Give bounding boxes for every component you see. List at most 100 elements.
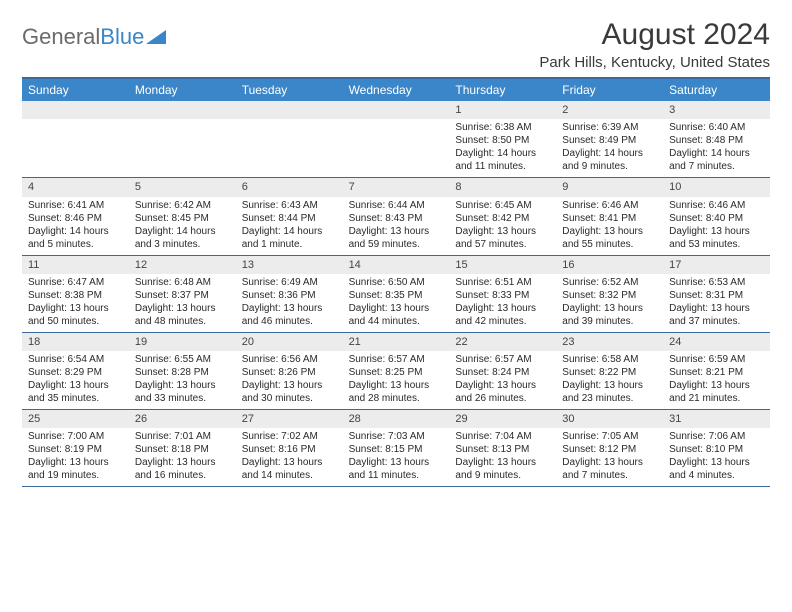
day-cell-body: Sunrise: 6:41 AMSunset: 8:46 PMDaylight:… bbox=[22, 197, 129, 255]
sunset-text: Sunset: 8:18 PM bbox=[135, 443, 230, 456]
daylight-text: Daylight: 13 hours and 42 minutes. bbox=[455, 302, 550, 328]
day-number: 14 bbox=[343, 256, 450, 274]
week-row: 25Sunrise: 7:00 AMSunset: 8:19 PMDayligh… bbox=[22, 410, 770, 487]
week-row: 1Sunrise: 6:38 AMSunset: 8:50 PMDaylight… bbox=[22, 101, 770, 178]
day-cell: 6Sunrise: 6:43 AMSunset: 8:44 PMDaylight… bbox=[236, 178, 343, 254]
day-cell-body: Sunrise: 6:38 AMSunset: 8:50 PMDaylight:… bbox=[449, 119, 556, 177]
daylight-text: Daylight: 13 hours and 50 minutes. bbox=[28, 302, 123, 328]
sunrise-text: Sunrise: 6:43 AM bbox=[242, 199, 337, 212]
day-cell-body: Sunrise: 6:52 AMSunset: 8:32 PMDaylight:… bbox=[556, 274, 663, 332]
week-row: 11Sunrise: 6:47 AMSunset: 8:38 PMDayligh… bbox=[22, 256, 770, 333]
sunset-text: Sunset: 8:16 PM bbox=[242, 443, 337, 456]
sunset-text: Sunset: 8:48 PM bbox=[669, 134, 764, 147]
sunset-text: Sunset: 8:35 PM bbox=[349, 289, 444, 302]
sunset-text: Sunset: 8:24 PM bbox=[455, 366, 550, 379]
day-cell bbox=[343, 101, 450, 177]
day-cell-body: Sunrise: 6:51 AMSunset: 8:33 PMDaylight:… bbox=[449, 274, 556, 332]
day-cell-body: Sunrise: 7:01 AMSunset: 8:18 PMDaylight:… bbox=[129, 428, 236, 486]
day-cell: 3Sunrise: 6:40 AMSunset: 8:48 PMDaylight… bbox=[663, 101, 770, 177]
day-cell: 1Sunrise: 6:38 AMSunset: 8:50 PMDaylight… bbox=[449, 101, 556, 177]
day-cell: 17Sunrise: 6:53 AMSunset: 8:31 PMDayligh… bbox=[663, 256, 770, 332]
daylight-text: Daylight: 14 hours and 9 minutes. bbox=[562, 147, 657, 173]
sunrise-text: Sunrise: 6:48 AM bbox=[135, 276, 230, 289]
day-number: 31 bbox=[663, 410, 770, 428]
daylight-text: Daylight: 13 hours and 59 minutes. bbox=[349, 225, 444, 251]
day-cell: 2Sunrise: 6:39 AMSunset: 8:49 PMDaylight… bbox=[556, 101, 663, 177]
daylight-text: Daylight: 13 hours and 53 minutes. bbox=[669, 225, 764, 251]
logo-text-1: General bbox=[22, 24, 100, 50]
day-cell bbox=[22, 101, 129, 177]
day-number: 27 bbox=[236, 410, 343, 428]
day-header-cell: Thursday bbox=[449, 79, 556, 101]
sunset-text: Sunset: 8:26 PM bbox=[242, 366, 337, 379]
day-number: 7 bbox=[343, 178, 450, 196]
day-cell-body: Sunrise: 6:57 AMSunset: 8:25 PMDaylight:… bbox=[343, 351, 450, 409]
daylight-text: Daylight: 13 hours and 37 minutes. bbox=[669, 302, 764, 328]
day-cell: 7 Sunrise: 6:44 AMSunset: 8:43 PMDaylight… bbox=[343, 178, 450, 254]
sunrise-text: Sunrise: 6:45 AM bbox=[455, 199, 550, 212]
sunrise-text: Sunrise: 6:58 AM bbox=[562, 353, 657, 366]
sunset-text: Sunset: 8:15 PM bbox=[349, 443, 444, 456]
logo: GeneralBlue bbox=[22, 18, 166, 50]
sunrise-text: Sunrise: 6:40 AM bbox=[669, 121, 764, 134]
day-cell: 9Sunrise: 6:46 AMSunset: 8:41 PMDaylight… bbox=[556, 178, 663, 254]
day-cell: 20Sunrise: 6:56 AMSunset: 8:26 PMDayligh… bbox=[236, 333, 343, 409]
day-cell-body: Sunrise: 6:56 AMSunset: 8:26 PMDaylight:… bbox=[236, 351, 343, 409]
day-cell-body: Sunrise: 6:58 AMSunset: 8:22 PMDaylight:… bbox=[556, 351, 663, 409]
day-cell-body: Sunrise: 7:02 AMSunset: 8:16 PMDaylight:… bbox=[236, 428, 343, 486]
daylight-text: Daylight: 13 hours and 9 minutes. bbox=[455, 456, 550, 482]
sunrise-text: Sunrise: 6:50 AM bbox=[349, 276, 444, 289]
sunrise-text: Sunrise: 6:39 AM bbox=[562, 121, 657, 134]
day-cell: 12Sunrise: 6:48 AMSunset: 8:37 PMDayligh… bbox=[129, 256, 236, 332]
day-number: 12 bbox=[129, 256, 236, 274]
day-cell: 13Sunrise: 6:49 AMSunset: 8:36 PMDayligh… bbox=[236, 256, 343, 332]
sunset-text: Sunset: 8:36 PM bbox=[242, 289, 337, 302]
day-cell-body: Sunrise: 6:45 AMSunset: 8:42 PMDaylight:… bbox=[449, 197, 556, 255]
day-cell: 21Sunrise: 6:57 AMSunset: 8:25 PMDayligh… bbox=[343, 333, 450, 409]
day-number: 19 bbox=[129, 333, 236, 351]
day-cell-body: Sunrise: 6:40 AMSunset: 8:48 PMDaylight:… bbox=[663, 119, 770, 177]
day-cell: 29Sunrise: 7:04 AMSunset: 8:13 PMDayligh… bbox=[449, 410, 556, 486]
daylight-text: Daylight: 13 hours and 16 minutes. bbox=[135, 456, 230, 482]
day-number: 15 bbox=[449, 256, 556, 274]
day-cell-body bbox=[129, 119, 236, 125]
daylight-text: Daylight: 13 hours and 14 minutes. bbox=[242, 456, 337, 482]
day-number: 26 bbox=[129, 410, 236, 428]
daylight-text: Daylight: 13 hours and 55 minutes. bbox=[562, 225, 657, 251]
day-number: 25 bbox=[22, 410, 129, 428]
day-number: 6 bbox=[236, 178, 343, 196]
logo-text-2: Blue bbox=[100, 24, 144, 50]
calendar: SundayMondayTuesdayWednesdayThursdayFrid… bbox=[22, 77, 770, 487]
sunset-text: Sunset: 8:42 PM bbox=[455, 212, 550, 225]
day-cell: 8Sunrise: 6:45 AMSunset: 8:42 PMDaylight… bbox=[449, 178, 556, 254]
day-number: 11 bbox=[22, 256, 129, 274]
day-cell: 24Sunrise: 6:59 AMSunset: 8:21 PMDayligh… bbox=[663, 333, 770, 409]
page-title: August 2024 bbox=[539, 18, 770, 52]
day-cell-body: Sunrise: 6:57 AMSunset: 8:24 PMDaylight:… bbox=[449, 351, 556, 409]
sunset-text: Sunset: 8:31 PM bbox=[669, 289, 764, 302]
day-number: 20 bbox=[236, 333, 343, 351]
day-cell-body: Sunrise: 6:47 AMSunset: 8:38 PMDaylight:… bbox=[22, 274, 129, 332]
day-number: 21 bbox=[343, 333, 450, 351]
sunrise-text: Sunrise: 6:52 AM bbox=[562, 276, 657, 289]
day-cell: 18Sunrise: 6:54 AMSunset: 8:29 PMDayligh… bbox=[22, 333, 129, 409]
daylight-text: Daylight: 13 hours and 26 minutes. bbox=[455, 379, 550, 405]
daylight-text: Daylight: 13 hours and 19 minutes. bbox=[28, 456, 123, 482]
location-subtitle: Park Hills, Kentucky, United States bbox=[539, 54, 770, 71]
sunset-text: Sunset: 8:21 PM bbox=[669, 366, 764, 379]
daylight-text: Daylight: 13 hours and 23 minutes. bbox=[562, 379, 657, 405]
day-cell: 27Sunrise: 7:02 AMSunset: 8:16 PMDayligh… bbox=[236, 410, 343, 486]
daylight-text: Daylight: 14 hours and 1 minute. bbox=[242, 225, 337, 251]
day-header-cell: Tuesday bbox=[236, 79, 343, 101]
day-number: 23 bbox=[556, 333, 663, 351]
day-number: 5 bbox=[129, 178, 236, 196]
day-cell-body: Sunrise: 7:06 AMSunset: 8:10 PMDaylight:… bbox=[663, 428, 770, 486]
sunset-text: Sunset: 8:49 PM bbox=[562, 134, 657, 147]
daylight-text: Daylight: 13 hours and 11 minutes. bbox=[349, 456, 444, 482]
daylight-text: Daylight: 13 hours and 30 minutes. bbox=[242, 379, 337, 405]
sunset-text: Sunset: 8:43 PM bbox=[349, 212, 444, 225]
daylight-text: Daylight: 14 hours and 7 minutes. bbox=[669, 147, 764, 173]
title-block: August 2024 Park Hills, Kentucky, United… bbox=[539, 18, 770, 71]
header-row: GeneralBlue August 2024 Park Hills, Kent… bbox=[22, 18, 770, 71]
sunrise-text: Sunrise: 6:44 AM bbox=[349, 199, 444, 212]
